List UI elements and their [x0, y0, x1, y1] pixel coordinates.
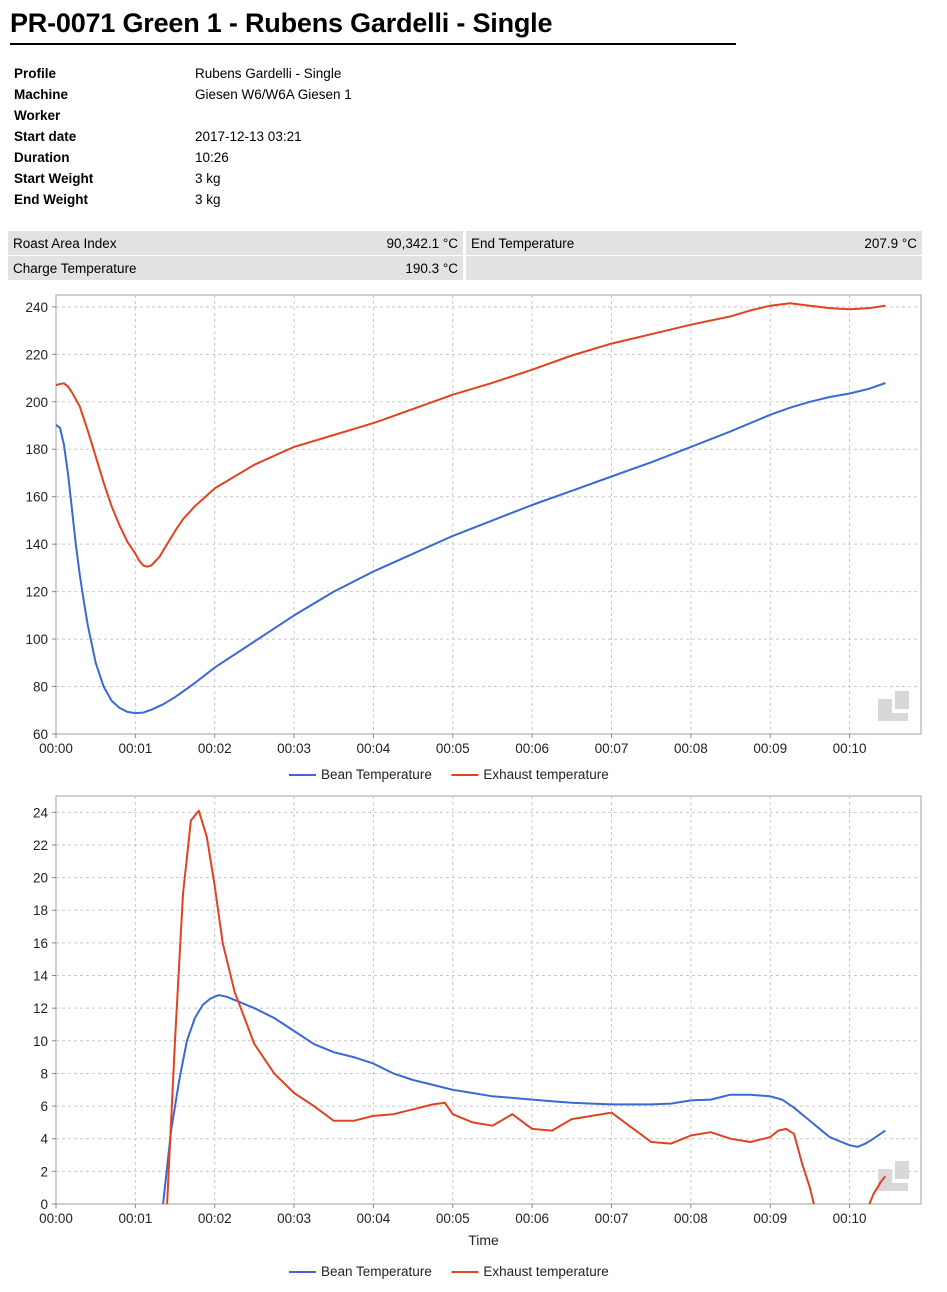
stats-row-2: Charge Temperature 190.3 °C — [8, 256, 922, 280]
y-tick-label: 22 — [33, 838, 48, 853]
x-tick-label: 00:02 — [198, 1211, 232, 1226]
exhaust-temperature-line — [56, 302, 886, 568]
exhaust-temperature-legend-label: Exhaust temperature — [483, 1264, 608, 1279]
x-tick-label: 00:04 — [357, 741, 391, 756]
y-tick-label: 0 — [40, 1197, 48, 1212]
logo-shape — [895, 691, 909, 709]
bean-temperature-legend-label: Bean Temperature — [321, 767, 432, 782]
x-tick-label: 00:07 — [595, 1211, 629, 1226]
y-tick-label: 14 — [33, 969, 49, 984]
empty-stat-cell — [466, 256, 922, 280]
x-tick-label: 00:00 — [39, 741, 73, 756]
x-tick-label: 00:06 — [515, 741, 549, 756]
y-tick-label: 18 — [33, 903, 48, 918]
stats-row-1: Roast Area Index 90,342.1 °C End Tempera… — [8, 231, 922, 255]
y-tick-label: 100 — [25, 632, 48, 647]
x-tick-label: 00:02 — [198, 741, 232, 756]
x-tick-label: 00:05 — [436, 741, 470, 756]
y-tick-label: 220 — [25, 347, 48, 362]
x-tick-label: 00:03 — [277, 741, 311, 756]
y-tick-label: 240 — [25, 300, 48, 315]
roast-area-index-value: 90,342.1 °C — [386, 235, 458, 251]
exhaust-temperature-line — [868, 1175, 887, 1205]
machine-value: Giesen W6/W6A Giesen 1 — [195, 87, 352, 102]
title-underline — [10, 43, 736, 45]
bean-temperature-line — [162, 994, 886, 1205]
y-tick-label: 6 — [40, 1099, 48, 1114]
y-tick-label: 120 — [25, 585, 48, 600]
watermark-logo-icon — [878, 1161, 909, 1191]
charge-temperature-label: Charge Temperature — [13, 260, 137, 276]
start-weight-value: 3 kg — [195, 171, 221, 186]
y-tick-label: 140 — [25, 537, 48, 552]
duration-label: Duration — [14, 150, 70, 165]
x-tick-label: 00:06 — [515, 1211, 549, 1226]
profile-value: Rubens Gardelli - Single — [195, 66, 342, 81]
x-tick-label: 00:01 — [118, 1211, 152, 1226]
exhaust-temperature-line — [166, 809, 815, 1205]
x-tick-label: 00:00 — [39, 1211, 73, 1226]
y-tick-label: 4 — [40, 1132, 48, 1147]
x-tick-label: 00:03 — [277, 1211, 311, 1226]
x-tick-label: 00:09 — [753, 1211, 787, 1226]
watermark-logo-icon — [878, 691, 909, 721]
end-temperature-value: 207.9 °C — [864, 235, 917, 251]
plot-area — [55, 795, 922, 1205]
bean-temperature-line — [56, 382, 886, 715]
end-weight-value: 3 kg — [195, 192, 221, 207]
y-tick-label: 10 — [33, 1034, 48, 1049]
x-tick-label: 00:05 — [436, 1211, 470, 1226]
profile-label: Profile — [14, 66, 57, 81]
start-date-value: 2017-12-13 03:21 — [195, 129, 302, 144]
x-tick-label: 00:10 — [833, 1211, 867, 1226]
y-tick-label: 200 — [25, 395, 48, 410]
y-tick-label: 8 — [40, 1066, 48, 1081]
x-tick-label: 00:07 — [595, 741, 629, 756]
x-tick-label: 00:04 — [357, 1211, 391, 1226]
logo-shape — [895, 1161, 909, 1179]
roast-statistics: Roast Area Index 90,342.1 °C End Tempera… — [8, 231, 922, 281]
end-weight-label: End Weight — [14, 192, 88, 207]
y-tick-label: 60 — [33, 727, 48, 742]
y-tick-label: 12 — [33, 1001, 48, 1016]
start-weight-label: Start Weight — [14, 171, 94, 186]
charge-temperature-value: 190.3 °C — [405, 260, 458, 276]
exhaust-temperature-legend-label: Exhaust temperature — [483, 767, 608, 782]
x-axis-label: Time — [468, 1232, 499, 1248]
x-tick-label: 00:01 — [118, 741, 152, 756]
machine-label: Machine — [14, 87, 69, 102]
y-tick-label: 180 — [25, 442, 48, 457]
worker-label: Worker — [14, 108, 61, 123]
logo-shape — [878, 699, 908, 721]
y-tick-label: 20 — [33, 871, 48, 886]
x-tick-label: 00:10 — [833, 741, 867, 756]
y-tick-label: 16 — [33, 936, 48, 951]
report-title: PR-0071 Green 1 - Rubens Gardelli - Sing… — [10, 8, 553, 38]
y-tick-label: 80 — [33, 680, 48, 695]
y-tick-label: 160 — [25, 490, 48, 505]
logo-shape — [878, 1169, 908, 1191]
start-date-label: Start date — [14, 129, 77, 144]
charge-temperature-cell: Charge Temperature 190.3 °C — [8, 256, 463, 280]
x-tick-label: 00:08 — [674, 1211, 708, 1226]
y-tick-label: 2 — [40, 1164, 48, 1179]
roast-area-index-label: Roast Area Index — [13, 235, 117, 251]
y-tick-label: 24 — [33, 805, 49, 820]
x-tick-label: 00:08 — [674, 741, 708, 756]
duration-value: 10:26 — [195, 150, 229, 165]
end-temperature-label: End Temperature — [471, 235, 575, 251]
roast-area-index-cell: Roast Area Index 90,342.1 °C — [8, 231, 463, 255]
plot-area — [55, 294, 922, 735]
end-temperature-cell: End Temperature 207.9 °C — [466, 231, 922, 255]
bean-temperature-legend-label: Bean Temperature — [321, 1264, 432, 1279]
x-tick-label: 00:09 — [753, 741, 787, 756]
temperature-chart: 60 80 100 120 140 160 180 200 220 240 00:00 00:01 00… — [25, 294, 922, 782]
